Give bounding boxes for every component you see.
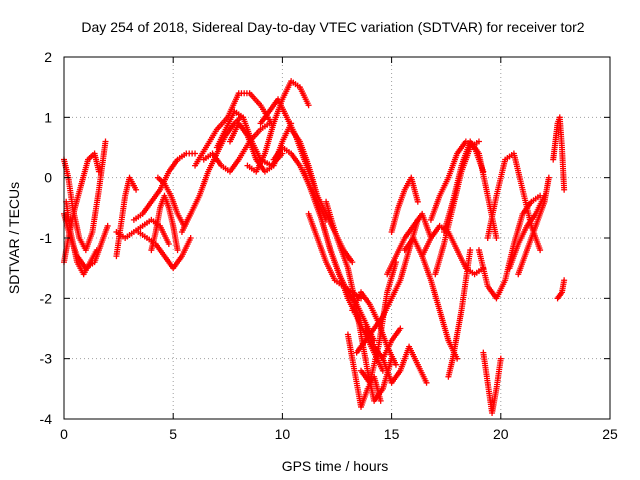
y-tick-label: -2 — [40, 290, 53, 306]
x-axis-ticks: 0 5 10 15 20 25 — [60, 57, 618, 442]
x-tick-label: 0 — [60, 426, 68, 442]
series-sat-39 — [475, 192, 544, 302]
y-tick-label: -1 — [40, 230, 53, 246]
data-point — [192, 150, 199, 157]
series-sat-2 — [61, 138, 109, 254]
data-point — [305, 102, 312, 109]
series-sat-31 — [388, 174, 421, 235]
y-tick-label: 2 — [44, 49, 52, 65]
data-point — [414, 198, 421, 205]
data-point — [537, 247, 544, 254]
data-point — [561, 277, 568, 284]
data-point — [392, 361, 399, 368]
series-sat-8 — [135, 228, 194, 272]
series-sat-7 — [130, 150, 199, 223]
x-axis-label: GPS time / hours — [282, 458, 389, 474]
data-point — [467, 247, 474, 254]
series-sat-24 — [344, 331, 384, 410]
data-point — [541, 192, 548, 199]
series-sat-43 — [550, 114, 568, 193]
data-point — [133, 186, 140, 193]
data-points — [61, 78, 568, 416]
data-point — [397, 325, 404, 332]
data-point — [93, 247, 100, 254]
data-point — [561, 186, 568, 193]
data-point — [102, 138, 109, 145]
data-point — [187, 235, 194, 241]
y-tick-label: 0 — [44, 170, 52, 186]
series-sat-20 — [301, 168, 378, 344]
data-point — [493, 235, 500, 241]
series-sat-37 — [445, 247, 474, 380]
data-point — [174, 247, 181, 254]
chart-title: Day 254 of 2018, Sidereal Day-to-day VTE… — [81, 19, 584, 35]
series-sat-38 — [480, 349, 504, 416]
x-tick-label: 15 — [384, 426, 400, 442]
series-sat-44 — [554, 277, 568, 302]
series-sat-32 — [401, 235, 461, 362]
series-sat-23 — [323, 198, 395, 404]
data-point — [497, 355, 504, 362]
data-point — [545, 174, 552, 181]
series-sat-5 — [113, 174, 140, 260]
data-point — [423, 379, 430, 386]
x-tick-label: 25 — [602, 426, 618, 442]
x-tick-label: 20 — [493, 426, 509, 442]
data-point — [95, 168, 102, 175]
series-sat-29 — [379, 343, 430, 386]
data-point — [104, 222, 111, 229]
data-point — [377, 397, 384, 404]
series-sat-21 — [305, 210, 365, 302]
data-point — [349, 259, 356, 266]
data-point — [475, 138, 482, 145]
y-axis-ticks: -4 -3 -2 -1 0 1 2 — [40, 49, 610, 427]
y-tick-label: -3 — [40, 351, 53, 367]
y-axis-label: SDTVAR / TECUs — [6, 182, 22, 294]
x-tick-label: 10 — [275, 426, 291, 442]
y-tick-label: -4 — [40, 411, 53, 427]
y-tick-label: 1 — [44, 109, 52, 125]
series-sat-42 — [506, 192, 548, 272]
series-sat-9 — [148, 192, 181, 254]
series-sat-6 — [113, 216, 172, 248]
x-tick-label: 5 — [169, 426, 177, 442]
data-point — [165, 241, 172, 248]
